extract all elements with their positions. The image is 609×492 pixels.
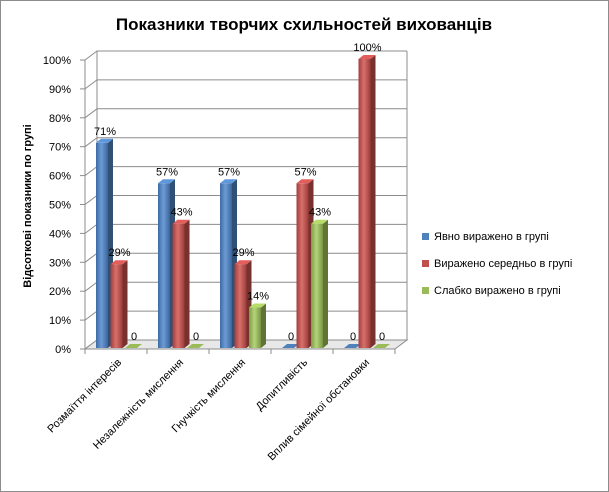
data-label: 0 xyxy=(193,331,199,343)
data-label: 57% xyxy=(218,166,240,178)
data-label: 14% xyxy=(247,291,269,303)
data-label: 57% xyxy=(294,166,316,178)
bar xyxy=(96,138,113,348)
gridline xyxy=(84,79,407,90)
bar xyxy=(296,179,314,348)
y-tick-label: 0% xyxy=(55,344,71,356)
bar xyxy=(358,55,376,348)
legend: Явно виражено в групі Виражено середньо в… xyxy=(417,219,601,303)
legend-swatch xyxy=(422,260,429,267)
y-tick-label: 40% xyxy=(49,228,71,240)
bar xyxy=(311,219,328,348)
bar xyxy=(282,344,299,348)
bar xyxy=(373,344,390,348)
data-label: 43% xyxy=(170,207,192,219)
legend-entry: Слабко виражено в групі xyxy=(434,285,561,297)
legend-entry: Виражено середньо в групі xyxy=(434,258,572,270)
y-axis-label: Відсоткові показники по групі xyxy=(22,124,34,287)
bar xyxy=(220,179,237,348)
y-tick-label: 100% xyxy=(43,55,71,67)
data-label: 0 xyxy=(131,331,137,343)
gridline xyxy=(84,137,407,148)
data-label: 71% xyxy=(94,126,116,138)
y-tick-label: 80% xyxy=(49,113,71,125)
data-label: 0 xyxy=(288,331,294,343)
data-label: 0 xyxy=(379,331,385,343)
bar xyxy=(249,303,266,348)
y-tick-labels: 0% 10% 20% 30% 40% 50% 60% 70% 80% 90% 100% xyxy=(43,55,85,356)
bars xyxy=(96,55,390,348)
legend-swatch xyxy=(422,233,429,240)
y-tick-label: 20% xyxy=(49,286,71,298)
bar xyxy=(125,344,142,348)
data-label: 43% xyxy=(309,207,331,219)
legend-entry: Явно виражено в групі xyxy=(434,231,549,243)
data-label: 29% xyxy=(108,247,130,259)
category-label: Допитливість xyxy=(254,356,311,413)
bar xyxy=(344,344,361,348)
gridline xyxy=(84,50,407,61)
chart-title: Показники творчих схильностей вихованців xyxy=(116,15,492,34)
data-label: 0 xyxy=(350,331,356,343)
data-label: 29% xyxy=(232,247,254,259)
category-label: Вплив сімейної обстановки xyxy=(266,357,373,464)
data-labels: 71% 29% 0 57% 43% 0 57% 29% 14% 0 57% 43% 0 100% 0 xyxy=(94,42,385,343)
bar xyxy=(187,344,204,348)
bar xyxy=(172,219,190,348)
data-label: 57% xyxy=(156,166,178,178)
data-label: 100% xyxy=(353,42,381,54)
bar xyxy=(234,260,252,348)
y-tick-label: 30% xyxy=(49,257,71,269)
y-tick-label: 60% xyxy=(49,171,71,183)
bar xyxy=(110,260,128,348)
gridline xyxy=(84,108,407,119)
y-tick-label: 50% xyxy=(49,200,71,212)
legend-swatch xyxy=(422,287,429,294)
y-tick-label: 70% xyxy=(49,142,71,154)
bar xyxy=(158,179,175,348)
y-tick-label: 90% xyxy=(49,84,71,96)
y-tick-label: 10% xyxy=(49,315,71,327)
